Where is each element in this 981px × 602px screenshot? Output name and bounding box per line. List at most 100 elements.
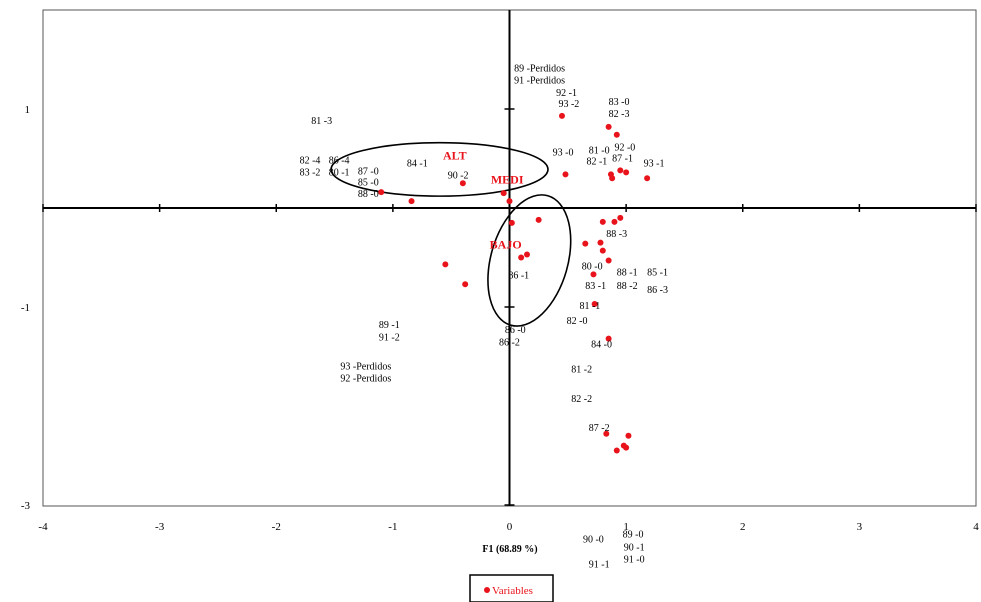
data-point — [599, 218, 606, 225]
data-point — [617, 167, 624, 174]
data-point — [500, 190, 507, 197]
data-point — [591, 301, 598, 308]
data-point — [506, 198, 513, 205]
point-label: 84 -0 — [591, 340, 612, 351]
point-label: 81 -3 — [311, 116, 332, 127]
point-label: 87 -1 — [612, 154, 633, 165]
point-label: 81 -1 — [579, 301, 600, 312]
data-point — [623, 444, 630, 451]
data-point — [605, 335, 612, 342]
point-label: 89 -0 — [623, 530, 644, 541]
point-label: 84 -1 — [407, 158, 428, 169]
y-tick-labels: 1 -1 -3 — [21, 104, 31, 512]
y-tick-label: -3 — [21, 500, 31, 512]
point-label: 90 -1 — [624, 543, 645, 554]
point-label: 91 -Perdidos — [514, 75, 565, 86]
x-tick-label: 0 — [507, 521, 513, 533]
x-tick-label: -2 — [272, 521, 281, 533]
point-label: 85 -1 — [647, 267, 668, 278]
axes — [42, 10, 977, 506]
x-tick-label: 1 — [623, 521, 629, 533]
legend: Variables — [469, 574, 554, 602]
point-label: 82 -2 — [571, 394, 592, 405]
cluster-ellipse — [330, 141, 549, 197]
y-tick-label: -1 — [21, 302, 30, 314]
point-label: 83 -0 — [609, 97, 630, 108]
point-label: 80 -0 — [582, 261, 603, 272]
point-label: 86 -0 — [505, 325, 526, 336]
point-label: 93 -Perdidos — [340, 361, 391, 372]
x-tick-label: -1 — [388, 521, 397, 533]
data-point — [611, 218, 618, 225]
data-point — [597, 239, 604, 246]
data-point — [535, 216, 542, 223]
data-point — [590, 271, 597, 278]
x-tick-label: -4 — [38, 521, 48, 533]
point-label: 91 -1 — [589, 559, 610, 570]
category-label: ALT — [443, 149, 467, 163]
data-points — [378, 112, 651, 454]
point-label: 83 -2 — [300, 167, 321, 178]
data-point — [442, 261, 449, 268]
data-point — [644, 175, 651, 182]
data-point — [508, 219, 515, 226]
data-point — [562, 171, 569, 178]
ellipses — [330, 141, 572, 327]
x-tick-label: 3 — [857, 521, 863, 533]
legend-marker — [484, 587, 490, 593]
point-label: 88 -0 — [358, 189, 379, 200]
data-point — [605, 257, 612, 264]
point-label: 86 -3 — [647, 285, 668, 296]
point-label: 89 -Perdidos — [514, 63, 565, 74]
point-label: 86 -2 — [499, 338, 520, 349]
legend-box — [469, 574, 554, 602]
point-label: 93 -2 — [558, 99, 579, 110]
category-label: MEDI — [491, 172, 524, 186]
x-axis-title: F1 (68.89 %) — [482, 544, 537, 555]
data-point — [603, 430, 610, 437]
data-point — [462, 281, 469, 288]
data-point — [613, 447, 620, 454]
data-point — [617, 214, 624, 221]
category-label: BAJO — [490, 238, 522, 252]
point-label: 88 -2 — [617, 281, 638, 292]
point-label: 85 -0 — [358, 177, 379, 188]
data-point — [523, 251, 530, 258]
point-label: 86 -1 — [508, 270, 529, 281]
point-label: 82 -4 — [300, 155, 321, 166]
data-point — [558, 112, 565, 119]
point-label: 80 -1 — [329, 167, 350, 178]
data-point — [605, 123, 612, 130]
data-point — [518, 254, 525, 261]
data-point — [625, 432, 632, 439]
point-label: 93 -0 — [553, 148, 574, 159]
point-label: 87 -0 — [358, 166, 379, 177]
x-tick-label: 2 — [740, 521, 746, 533]
data-point — [582, 240, 589, 247]
point-label: 92 -0 — [614, 143, 635, 154]
point-label: 91 -2 — [379, 333, 400, 344]
point-label: 91 -0 — [624, 554, 645, 565]
data-point — [613, 131, 620, 138]
point-label: 82 -3 — [609, 109, 630, 120]
point-label: 89 -1 — [379, 320, 400, 331]
category-labels: ALT MEDI BAJO — [443, 149, 524, 252]
point-label: 83 -1 — [585, 281, 606, 292]
point-label: 92 -1 — [556, 88, 577, 99]
point-label: 88 -3 — [606, 229, 627, 240]
x-tick-labels: -4 -3 -2 -1 0 1 2 3 4 — [38, 521, 979, 533]
data-point — [408, 198, 415, 205]
cluster-ellipse — [487, 194, 572, 327]
x-tick-label: -3 — [155, 521, 165, 533]
point-label: 86 -4 — [329, 155, 350, 166]
data-point — [599, 247, 606, 254]
legend-entry-variables: Variables — [492, 585, 533, 597]
data-point — [623, 169, 630, 176]
point-label: 87 -2 — [589, 423, 610, 434]
point-label: 92 -Perdidos — [340, 373, 391, 384]
data-point — [378, 189, 385, 196]
point-label: 90 -0 — [583, 535, 604, 546]
x-tick-label: 4 — [973, 521, 979, 533]
point-label: 90 -2 — [448, 170, 469, 181]
